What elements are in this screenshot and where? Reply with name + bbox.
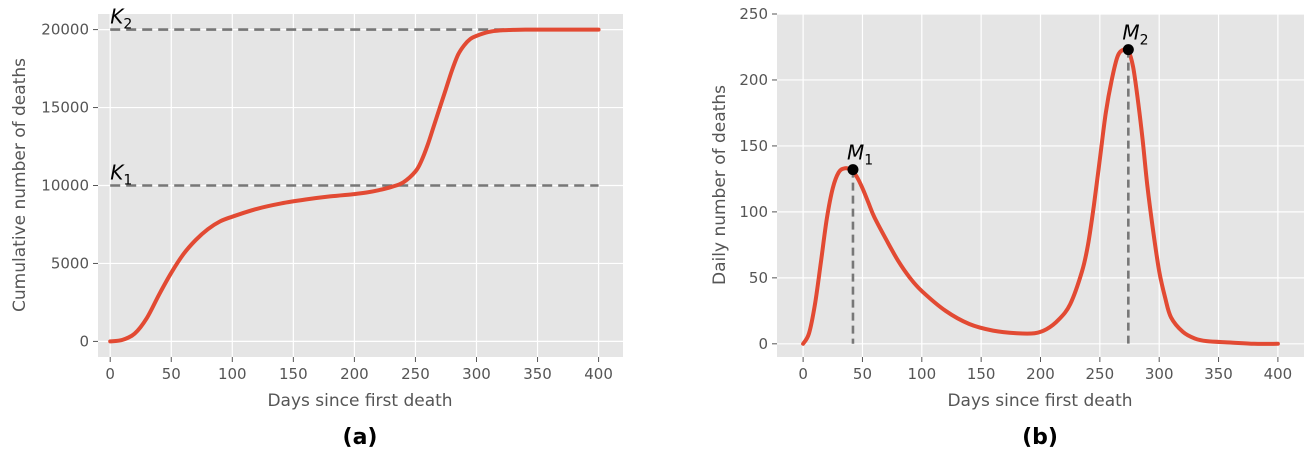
x-tick-label: 50 xyxy=(162,365,181,383)
annotation-k1: K1 xyxy=(110,161,132,189)
y-tick-label: 15000 xyxy=(41,99,89,117)
x-tick-label: 300 xyxy=(462,365,491,383)
y-axis-label-a: Cumulative number of deaths xyxy=(10,58,30,312)
y-tick-label: 200 xyxy=(739,71,768,89)
panel-label-b: (b) xyxy=(1022,425,1058,450)
y-tick-label: 0 xyxy=(79,332,89,350)
ticks-a: 0 50 100 150 200 250 300 350 400 0 5000 10000 15000 2… xyxy=(41,21,613,383)
y-tick-label: 50 xyxy=(749,269,768,287)
panel-label-a: (a) xyxy=(343,425,378,450)
ticks-b: 0 50 100 150 200 250 300 350 400 0 50 100 150 200 250 xyxy=(739,5,1292,383)
x-tick-label: 150 xyxy=(279,365,308,383)
x-tick-label: 200 xyxy=(340,365,369,383)
y-tick-label: 20000 xyxy=(41,21,89,39)
x-tick-label: 400 xyxy=(584,365,613,383)
series-a xyxy=(108,27,601,344)
x-tick-label: 200 xyxy=(1026,365,1055,383)
x-tick-label: 250 xyxy=(1086,365,1115,383)
y-tick-label: 250 xyxy=(739,5,768,23)
x-axis-label-b: Days since first death xyxy=(947,391,1132,411)
peak-marker-m2 xyxy=(1122,44,1134,56)
annotation-k2: K2 xyxy=(110,5,132,33)
x-tick-label: 100 xyxy=(218,365,247,383)
x-tick-label: 400 xyxy=(1264,365,1293,383)
x-tick-label: 300 xyxy=(1145,365,1174,383)
markers-b: M1 M2 xyxy=(847,21,1149,344)
grid-b xyxy=(777,13,1304,357)
x-tick-label: 150 xyxy=(967,365,996,383)
x-tick-label: 0 xyxy=(105,365,115,383)
panel-a: K1 K2 0 50 100 150 200 250 300 350 400 0 5000 10000 1… xyxy=(10,5,623,450)
y-axis-label-b: Daily number of deaths xyxy=(710,85,730,285)
x-tick-label: 0 xyxy=(798,365,808,383)
x-tick-label: 350 xyxy=(1204,365,1233,383)
annotation-m2: M2 xyxy=(1122,21,1148,49)
panel-b: M1 M2 0 50 100 150 200 250 300 350 400 0 50 100 150 20… xyxy=(710,5,1304,450)
grid-a xyxy=(98,14,623,357)
peak-marker-m1 xyxy=(847,164,859,176)
x-axis-label-a: Days since first death xyxy=(267,391,452,411)
y-tick-label: 10000 xyxy=(41,177,89,195)
y-tick-label: 0 xyxy=(758,335,768,353)
y-tick-label: 150 xyxy=(739,137,768,155)
annotation-m1: M1 xyxy=(847,141,873,169)
y-tick-label: 100 xyxy=(739,203,768,221)
y-tick-label: 5000 xyxy=(51,254,89,272)
x-tick-label: 100 xyxy=(907,365,936,383)
series-line-a xyxy=(108,27,601,344)
x-tick-label: 50 xyxy=(853,365,872,383)
x-tick-label: 350 xyxy=(523,365,552,383)
x-tick-label: 250 xyxy=(401,365,430,383)
